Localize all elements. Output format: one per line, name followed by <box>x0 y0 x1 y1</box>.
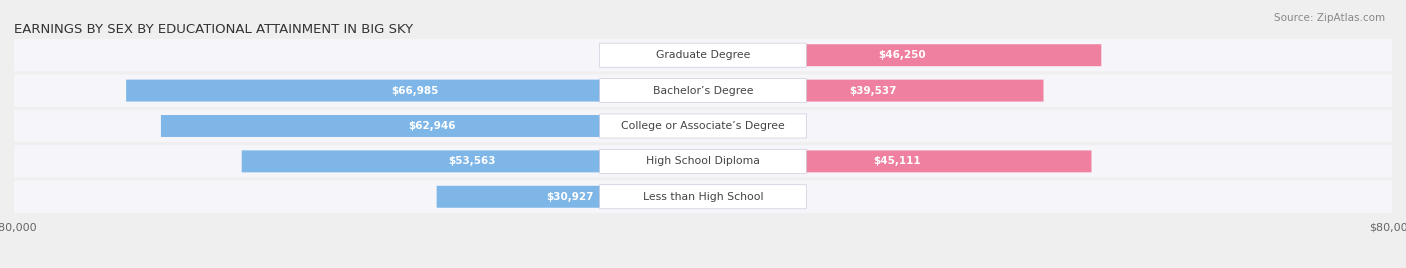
Text: College or Associate’s Degree: College or Associate’s Degree <box>621 121 785 131</box>
FancyBboxPatch shape <box>662 44 703 66</box>
FancyBboxPatch shape <box>599 43 807 67</box>
FancyBboxPatch shape <box>127 80 703 102</box>
Text: $0: $0 <box>751 121 765 131</box>
FancyBboxPatch shape <box>703 150 1091 172</box>
FancyBboxPatch shape <box>14 180 1392 213</box>
Text: High School Diploma: High School Diploma <box>647 156 759 166</box>
Text: $45,111: $45,111 <box>873 156 921 166</box>
FancyBboxPatch shape <box>14 145 1392 178</box>
Text: Source: ZipAtlas.com: Source: ZipAtlas.com <box>1274 13 1385 23</box>
Text: $39,537: $39,537 <box>849 85 897 96</box>
Text: Less than High School: Less than High School <box>643 192 763 202</box>
Text: $53,563: $53,563 <box>449 156 496 166</box>
Text: $0: $0 <box>641 50 655 60</box>
FancyBboxPatch shape <box>703 80 1043 102</box>
Text: EARNINGS BY SEX BY EDUCATIONAL ATTAINMENT IN BIG SKY: EARNINGS BY SEX BY EDUCATIONAL ATTAINMEN… <box>14 23 413 36</box>
Text: $0: $0 <box>751 192 765 202</box>
Text: $66,985: $66,985 <box>391 85 439 96</box>
FancyBboxPatch shape <box>599 185 807 209</box>
FancyBboxPatch shape <box>703 115 744 137</box>
Text: Graduate Degree: Graduate Degree <box>655 50 751 60</box>
Text: $46,250: $46,250 <box>879 50 927 60</box>
FancyBboxPatch shape <box>242 150 703 172</box>
FancyBboxPatch shape <box>599 149 807 173</box>
Text: $30,927: $30,927 <box>546 192 593 202</box>
FancyBboxPatch shape <box>599 114 807 138</box>
FancyBboxPatch shape <box>703 186 744 208</box>
FancyBboxPatch shape <box>14 74 1392 107</box>
FancyBboxPatch shape <box>599 79 807 103</box>
FancyBboxPatch shape <box>703 44 1101 66</box>
Text: $62,946: $62,946 <box>408 121 456 131</box>
FancyBboxPatch shape <box>14 110 1392 142</box>
FancyBboxPatch shape <box>160 115 703 137</box>
FancyBboxPatch shape <box>437 186 703 208</box>
Text: Bachelor’s Degree: Bachelor’s Degree <box>652 85 754 96</box>
FancyBboxPatch shape <box>14 39 1392 72</box>
